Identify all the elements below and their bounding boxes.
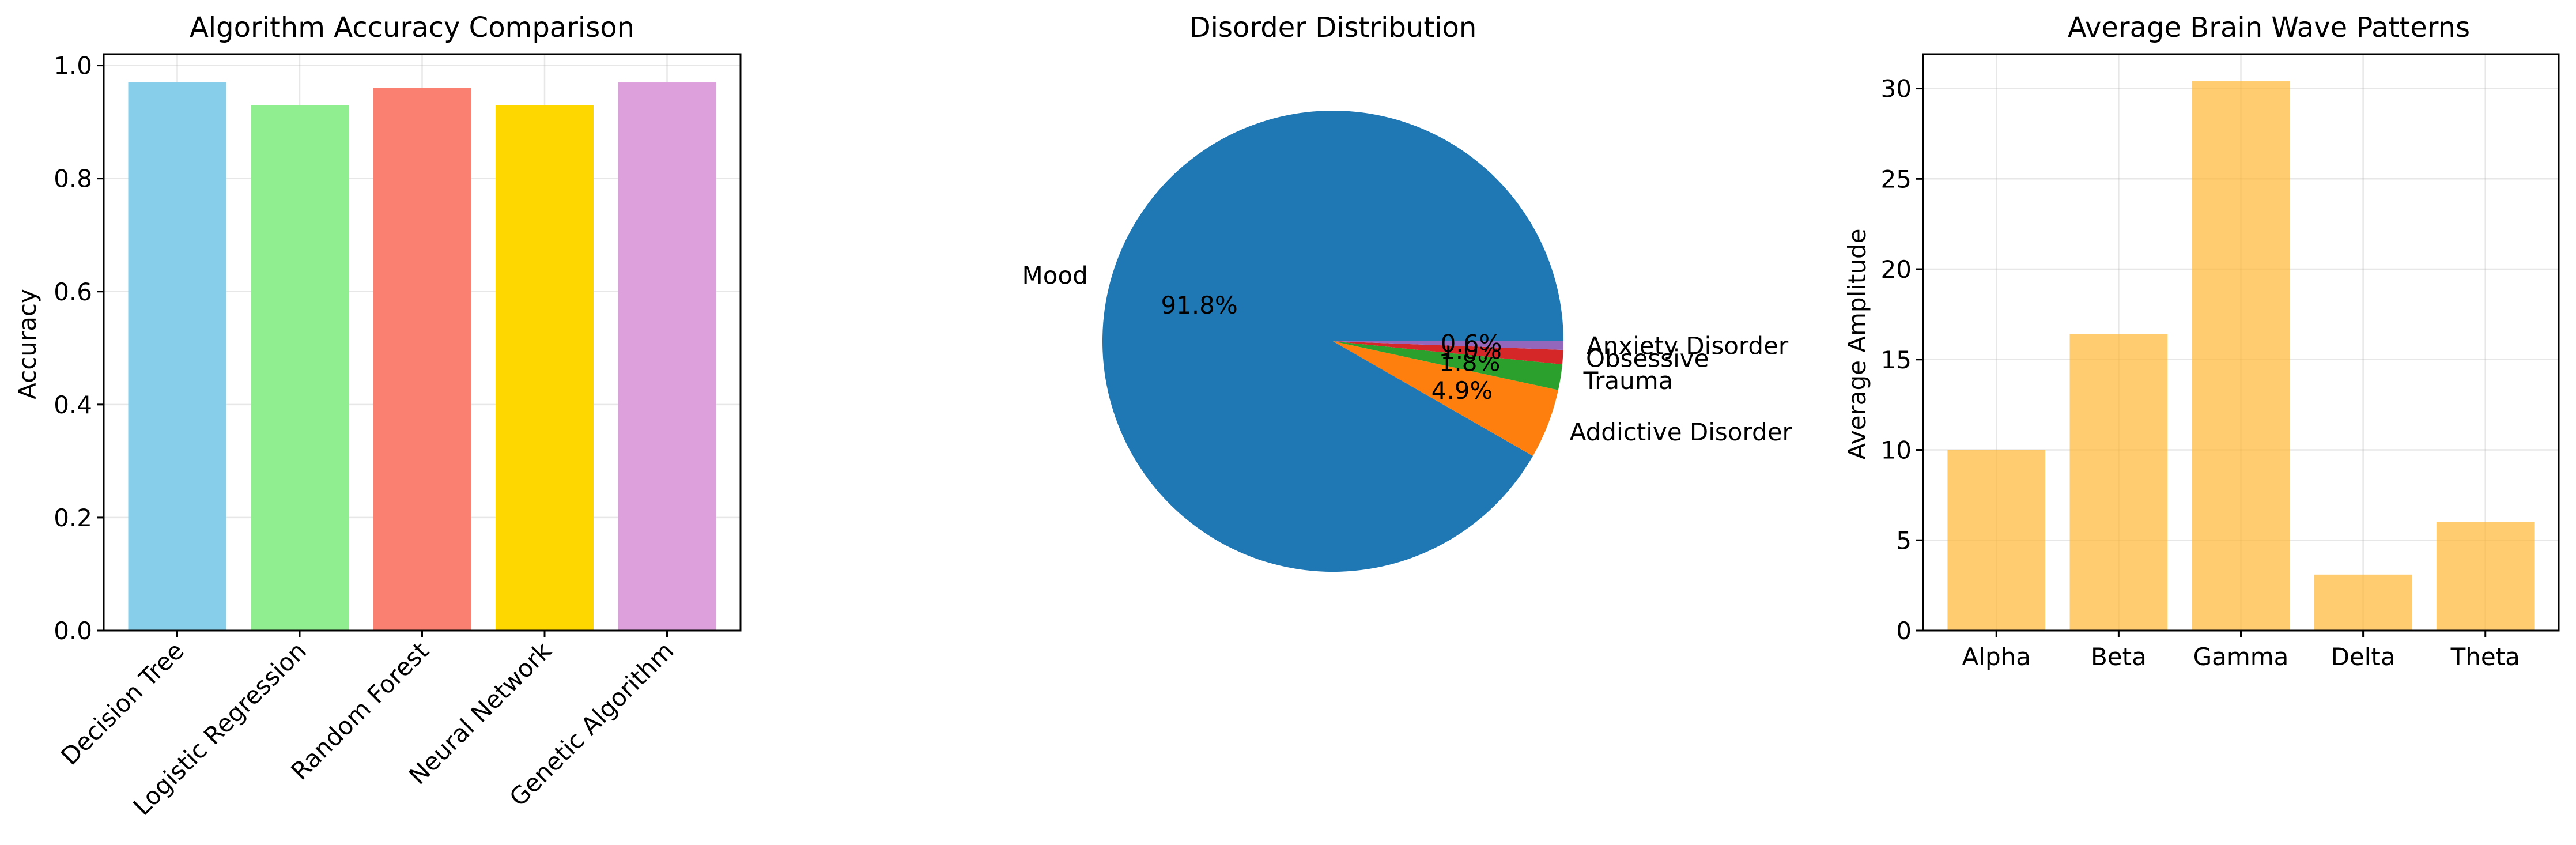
- bar-genetic-algorithm: [618, 82, 716, 631]
- pie-percent-anxiety-disorder: 0.6%: [1441, 330, 1502, 358]
- y-tick-label: 10: [1881, 436, 1912, 465]
- bar-delta: [2314, 574, 2412, 631]
- bar-gamma: [2192, 81, 2290, 631]
- bar-logistic-regression: [251, 105, 349, 631]
- y-tick-label: 5: [1896, 526, 1912, 554]
- pie-slice-addictive-disorder: [1333, 341, 1558, 457]
- pie-label-anxiety-disorder: Anxiety Disorder: [1587, 331, 1789, 360]
- y-tick-label: 0.4: [54, 391, 92, 419]
- bar-theta: [2436, 522, 2535, 631]
- x-tick-label-delta: Delta: [2331, 643, 2396, 671]
- disorder-chart-title: Disorder Distribution: [1189, 12, 1477, 44]
- brainwave-bar-chart: Average Brain Wave Patterns Average Ampl…: [1843, 12, 2560, 671]
- y-tick-label: 20: [1881, 255, 1912, 284]
- pie-label-trauma: Trauma: [1583, 367, 1674, 395]
- pie-slice-mood: [1102, 111, 1563, 572]
- bar-alpha: [1947, 450, 2046, 631]
- y-tick-label: 0.2: [54, 504, 92, 532]
- bar-random-forest: [373, 88, 471, 631]
- pie-percent-addictive-disorder: 4.9%: [1431, 376, 1493, 405]
- pie-slice-anxiety-disorder: [1333, 341, 1563, 350]
- y-tick-label: 0.8: [54, 165, 92, 193]
- x-tick-label-alpha: Alpha: [1962, 643, 2031, 671]
- y-tick-label: 0.6: [54, 278, 92, 306]
- y-tick-label: 0: [1896, 617, 1912, 645]
- x-tick-label-theta: Theta: [2450, 643, 2520, 671]
- pie-slice-trauma: [1333, 341, 1562, 390]
- brainwave-y-axis-label: Average Amplitude: [1843, 228, 1871, 459]
- bar-neural-network: [496, 105, 594, 631]
- pie-percent-obsessive: 1.0%: [1440, 337, 1502, 365]
- disorder-pie-chart: Disorder Distribution Mood 91.8% Addictive…: [1022, 12, 1793, 572]
- x-tick-label-gamma: Gamma: [2193, 643, 2289, 671]
- bar-decision-tree: [128, 82, 226, 631]
- pie-label-obsessive: Obsessive: [1586, 344, 1709, 372]
- x-tick-label-beta: Beta: [2091, 643, 2147, 671]
- y-tick-label: 15: [1881, 346, 1912, 374]
- pie-label-mood: Mood: [1022, 262, 1088, 290]
- y-tick-label: 30: [1881, 75, 1912, 103]
- pie-percent-mood: 91.8%: [1161, 291, 1237, 319]
- y-tick-label: 25: [1881, 165, 1912, 193]
- pie-slice-obsessive: [1333, 341, 1563, 365]
- accuracy-chart-title: Algorithm Accuracy Comparison: [190, 12, 634, 44]
- brainwave-chart-title: Average Brain Wave Patterns: [2068, 12, 2470, 44]
- pie-label-addictive-disorder: Addictive Disorder: [1570, 418, 1793, 446]
- y-tick-label: 1.0: [54, 52, 92, 80]
- accuracy-y-axis-label: Accuracy: [13, 289, 41, 399]
- y-tick-label: 0.0: [54, 617, 92, 645]
- bar-beta: [2069, 334, 2168, 631]
